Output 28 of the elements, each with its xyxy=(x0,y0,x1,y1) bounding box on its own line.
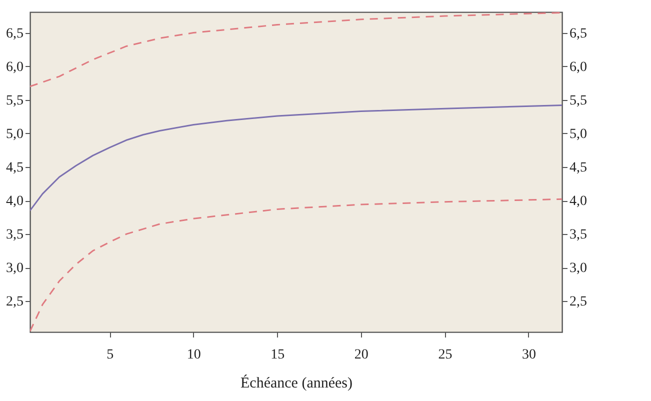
x-tick-label: 5 xyxy=(106,348,114,362)
y-tick-label: 3,0 xyxy=(6,261,24,276)
line-series xyxy=(30,104,562,212)
y-tick-label: 6,5 xyxy=(6,26,24,42)
y-tick-label: 2,5 xyxy=(6,294,24,310)
y2-tick-label: 4,0 xyxy=(570,194,587,210)
x-axis-title: Échéance (années) xyxy=(240,374,353,392)
y2-tick-label: 4,5 xyxy=(570,160,587,176)
x-tick-label: 30 xyxy=(522,348,536,362)
y-tick-label: 5,5 xyxy=(6,93,24,108)
y-tick-label: 6,0 xyxy=(6,60,24,75)
y2-tick-label: 5,0 xyxy=(570,126,587,142)
y2-tick-label: 6,0 xyxy=(570,60,587,75)
x-tick-label: 10 xyxy=(186,348,201,362)
y-tick-label: 5,0 xyxy=(6,126,24,142)
line-series xyxy=(30,198,562,332)
y-tick-label: 4,5 xyxy=(6,160,24,176)
y2-tick-label: 3,0 xyxy=(570,261,587,276)
y2-tick-label: 5,5 xyxy=(570,93,587,108)
y-tick-label: 3,5 xyxy=(6,228,24,243)
y2-tick-label: 2,5 xyxy=(570,294,587,310)
x-tick-label: 25 xyxy=(438,348,452,362)
y2-tick-label: 3,5 xyxy=(570,228,587,243)
line-series xyxy=(30,12,562,88)
y2-tick-label: 6,5 xyxy=(570,26,587,42)
x-tick-label: 20 xyxy=(354,348,368,362)
y-tick-label: 4,0 xyxy=(6,194,24,210)
x-tick-label: 15 xyxy=(270,348,285,362)
